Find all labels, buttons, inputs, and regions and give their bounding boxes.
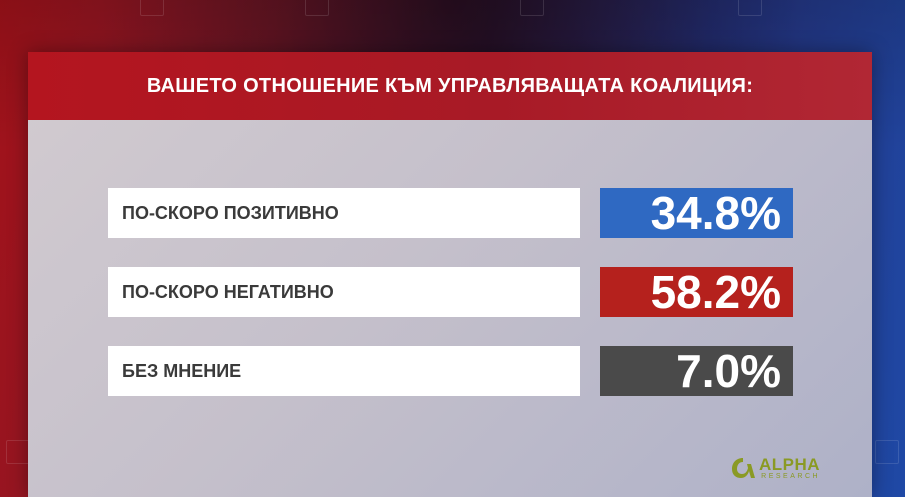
- result-label-box: ПО-СКОРО ПОЗИТИВНО: [108, 188, 580, 238]
- decorative-square: [305, 0, 329, 16]
- decorative-square: [140, 0, 164, 16]
- result-value-box: 34.8%: [600, 188, 793, 238]
- decorative-square: [520, 0, 544, 16]
- logo-sub-text: RESEARCH: [761, 473, 821, 480]
- logo-text: ALPHA RESEARCH: [759, 456, 820, 480]
- result-value: 34.8%: [650, 187, 781, 239]
- page-title: ВАШЕТО ОТНОШЕНИЕ КЪМ УПРАВЛЯВАЩАТА КОАЛИ…: [146, 74, 754, 97]
- result-value: 7.0%: [676, 345, 781, 397]
- decorative-square: [875, 440, 899, 464]
- result-label: ПО-СКОРО ПОЗИТИВНО: [122, 202, 339, 223]
- result-label-box: ПО-СКОРО НЕГАТИВНО: [108, 267, 580, 317]
- result-value: 58.2%: [650, 266, 781, 318]
- result-label: ПО-СКОРО НЕГАТИВНО: [122, 281, 334, 302]
- results-panel: ВАШЕТО ОТНОШЕНИЕ КЪМ УПРАВЛЯВАЩАТА КОАЛИ…: [28, 52, 872, 497]
- result-value-box: 7.0%: [600, 346, 793, 396]
- header-bar: ВАШЕТО ОТНОШЕНИЕ КЪМ УПРАВЛЯВАЩАТА КОАЛИ…: [28, 52, 872, 120]
- decorative-square: [738, 0, 762, 16]
- decorative-square: [6, 440, 30, 464]
- result-label: БЕЗ МНЕНИЕ: [122, 360, 242, 381]
- alpha-logo-icon: [732, 458, 755, 478]
- result-value-box: 58.2%: [600, 267, 793, 317]
- logo-main-text: ALPHA: [759, 455, 821, 474]
- alpha-research-logo: ALPHA RESEARCH: [730, 455, 820, 481]
- result-label-box: БЕЗ МНЕНИЕ: [108, 346, 580, 396]
